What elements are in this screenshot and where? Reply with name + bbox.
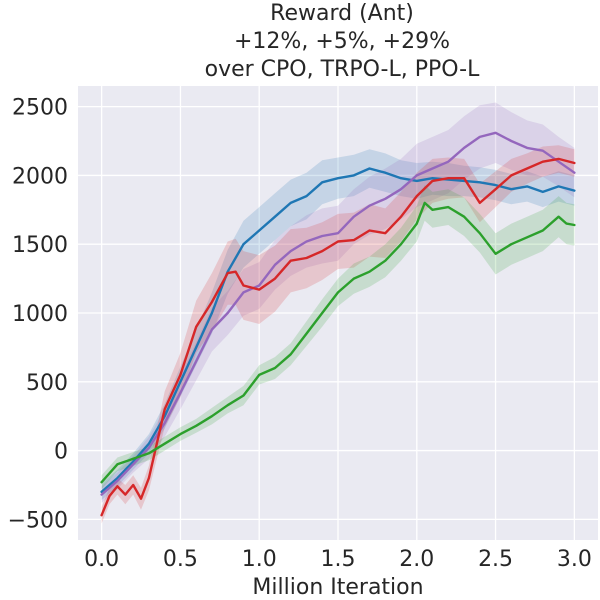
- series-band-3: [101, 185, 575, 490]
- y-tick-label: 1500: [12, 233, 68, 258]
- x-tick-label: 1.5: [321, 547, 356, 572]
- y-tick-label: 500: [26, 371, 68, 396]
- x-tick-label: 3.0: [557, 547, 592, 572]
- x-tick-label: 0.0: [84, 547, 119, 572]
- title-line-3: over CPO, TRPO-L, PPO-L: [205, 57, 480, 82]
- x-tick-label: 0.5: [163, 547, 198, 572]
- title-line-1: Reward (Ant): [270, 1, 414, 26]
- series-line-0: [100, 167, 576, 493]
- series-lines: [100, 131, 576, 517]
- x-tick-label: 2.0: [399, 547, 434, 572]
- title-line-2: +12%, +5%, +29%: [234, 29, 450, 54]
- series-band-2: [101, 145, 575, 524]
- y-tick-label: 1000: [12, 302, 68, 327]
- grid: [78, 86, 598, 540]
- y-tick-label: 0: [54, 440, 68, 465]
- x-axis-ticks: 0.0 0.5 1.0 1.5 2.0 2.5 3.0: [84, 547, 592, 572]
- series-band-1: [101, 102, 575, 503]
- x-axis-label: Million Iteration: [252, 575, 423, 600]
- x-tick-label: 2.5: [478, 547, 513, 572]
- series-line-1: [100, 131, 576, 496]
- chart-title: Reward (Ant) +12%, +5%, +29% over CPO, T…: [205, 1, 480, 82]
- series-band-0: [101, 149, 575, 501]
- y-tick-label: 2000: [12, 164, 68, 189]
- y-tick-label: 2500: [12, 96, 68, 121]
- confidence-bands: [101, 102, 575, 524]
- y-axis-ticks: −500 0 500 1000 1500 2000 2500: [8, 96, 68, 534]
- series-line-2: [100, 157, 576, 517]
- y-tick-label: −500: [8, 508, 68, 533]
- x-tick-label: 1.0: [242, 547, 277, 572]
- series-line-3: [100, 201, 576, 484]
